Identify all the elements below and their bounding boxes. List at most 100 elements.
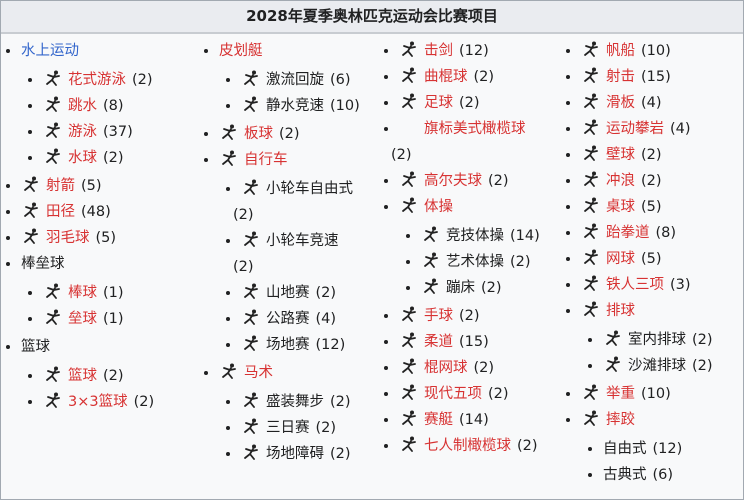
water-polo-icon[interactable] xyxy=(43,147,63,165)
sport-link[interactable]: 击剑 xyxy=(424,43,453,59)
sport-label: 场地赛 xyxy=(266,337,310,353)
sport-link[interactable]: 铁人三项 xyxy=(606,277,664,293)
list-item: 射箭 (5) xyxy=(21,173,187,199)
sport-link[interactable]: 跆拳道 xyxy=(606,225,650,241)
tennis-icon[interactable] xyxy=(581,248,601,266)
sport-link[interactable]: 田径 xyxy=(46,204,75,220)
judo-icon[interactable] xyxy=(399,331,419,349)
dressage-icon xyxy=(241,391,261,409)
sport-link[interactable]: 排球 xyxy=(606,303,635,319)
weightlifting-icon[interactable] xyxy=(581,383,601,401)
sport-link[interactable]: 棒球 xyxy=(68,285,97,301)
list-item: 公路赛 (4) xyxy=(241,306,373,332)
sport-link[interactable]: 现代五项 xyxy=(424,386,482,402)
badminton-icon[interactable] xyxy=(21,227,41,245)
swimming-icon[interactable] xyxy=(43,121,63,139)
sport-link[interactable]: 壁球 xyxy=(606,147,635,163)
sport-link[interactable]: 滑板 xyxy=(606,95,635,111)
sport-link[interactable]: 羽毛球 xyxy=(46,230,90,246)
sport-link[interactable]: 板球 xyxy=(244,126,273,142)
equestrian-icon[interactable] xyxy=(219,362,239,380)
sport-link[interactable]: 水球 xyxy=(68,150,97,166)
sport-link[interactable]: 网球 xyxy=(606,251,635,267)
column-2: 皮划艇激流回旋(6)静水竞速(10)板球(2)自行车小轮车自由式(2)小轮车竞速… xyxy=(205,38,373,469)
bmx-racing-icon xyxy=(241,230,261,248)
lacrosse-icon[interactable] xyxy=(399,357,419,375)
sport-link[interactable]: 3×3篮球 xyxy=(68,394,128,410)
gymnastics-icon[interactable] xyxy=(399,196,419,214)
sport-climbing-icon[interactable] xyxy=(581,118,601,136)
basketball-icon[interactable] xyxy=(43,365,63,383)
sport-link[interactable]: 游泳 xyxy=(68,124,97,140)
volleyball-icon[interactable] xyxy=(581,300,601,318)
cycling-icon[interactable] xyxy=(219,149,239,167)
3x3-basketball-icon[interactable] xyxy=(43,391,63,409)
wrestling-icon[interactable] xyxy=(581,409,601,427)
sport-link[interactable]: 皮划艇 xyxy=(219,43,263,59)
rowing-icon[interactable] xyxy=(399,409,419,427)
artistic-swimming-icon[interactable] xyxy=(43,69,63,87)
list-item: 击剑 (12) xyxy=(399,38,563,64)
event-count: (6) xyxy=(652,467,674,483)
triathlon-icon[interactable] xyxy=(581,274,601,292)
skateboarding-icon[interactable] xyxy=(581,92,601,110)
diving-icon[interactable] xyxy=(43,95,63,113)
sport-link[interactable]: 旗标美式橄榄球 xyxy=(424,121,526,137)
fencing-icon[interactable] xyxy=(399,40,419,58)
track-cycling-icon xyxy=(241,334,261,352)
rugby-sevens-icon[interactable] xyxy=(399,435,419,453)
sport-link[interactable]: 垒球 xyxy=(68,311,97,327)
sport-link[interactable]: 桌球 xyxy=(606,199,635,215)
baseball-icon[interactable] xyxy=(43,282,63,300)
sport-link[interactable]: 跳水 xyxy=(68,98,97,114)
sport-link[interactable]: 马术 xyxy=(244,365,273,381)
sport-link[interactable]: 棍网球 xyxy=(424,360,468,376)
sport-link[interactable]: 帆船 xyxy=(606,43,635,59)
sport-link[interactable]: 射击 xyxy=(606,69,635,85)
sport-link[interactable]: 冲浪 xyxy=(606,173,635,189)
cricket-icon[interactable] xyxy=(219,123,239,141)
table-tennis-icon[interactable] xyxy=(581,196,601,214)
modern-pentathlon-icon[interactable] xyxy=(399,383,419,401)
taekwondo-icon[interactable] xyxy=(581,222,601,240)
archery-icon[interactable] xyxy=(21,175,41,193)
softball-icon[interactable] xyxy=(43,308,63,326)
sport-link[interactable]: 手球 xyxy=(424,308,453,324)
event-count: (2) xyxy=(488,173,509,189)
sport-link[interactable]: 足球 xyxy=(424,95,453,111)
event-count: (12) xyxy=(315,337,346,353)
list-item: 冲浪 (2) xyxy=(581,168,743,194)
sport-link[interactable]: 射箭 xyxy=(46,178,75,194)
sport-label: 公路赛 xyxy=(266,311,310,327)
event-count: (2) xyxy=(315,285,337,301)
sport-label: 自由式 xyxy=(603,441,647,457)
hockey-icon[interactable] xyxy=(399,66,419,84)
athletics-icon[interactable] xyxy=(21,201,41,219)
handball-icon[interactable] xyxy=(399,305,419,323)
surfing-icon[interactable] xyxy=(581,170,601,188)
sailing-icon[interactable] xyxy=(581,40,601,58)
sport-link[interactable]: 运动攀岩 xyxy=(606,121,664,137)
sport-list: 盛装舞步 (2) 三日赛 (2) 场地障碍 (2) xyxy=(219,389,373,467)
football-icon[interactable] xyxy=(399,92,419,110)
sport-link[interactable]: 高尔夫球 xyxy=(424,173,482,189)
sport-link[interactable]: 柔道 xyxy=(424,334,453,350)
sport-link[interactable]: 篮球 xyxy=(68,368,97,384)
golf-icon[interactable] xyxy=(399,170,419,188)
shooting-icon[interactable] xyxy=(581,66,601,84)
sport-link[interactable]: 举重 xyxy=(606,386,635,402)
flag-football-icon[interactable] xyxy=(399,118,419,136)
sport-link[interactable]: 水上运动 xyxy=(21,43,79,59)
canoe-sprint-icon xyxy=(241,95,261,113)
rhythmic-gymnastics-icon xyxy=(421,251,441,269)
sport-link[interactable]: 自行车 xyxy=(244,152,288,168)
sport-link[interactable]: 摔跤 xyxy=(606,412,635,428)
sport-label: 艺术体操 xyxy=(446,254,504,270)
sport-link[interactable]: 七人制橄榄球 xyxy=(424,438,511,454)
sport-link[interactable]: 赛艇 xyxy=(424,412,453,428)
squash-icon[interactable] xyxy=(581,144,601,162)
sport-link[interactable]: 曲棍球 xyxy=(424,69,468,85)
sport-link[interactable]: 花式游泳 xyxy=(68,72,126,88)
sport-link[interactable]: 体操 xyxy=(424,199,453,215)
